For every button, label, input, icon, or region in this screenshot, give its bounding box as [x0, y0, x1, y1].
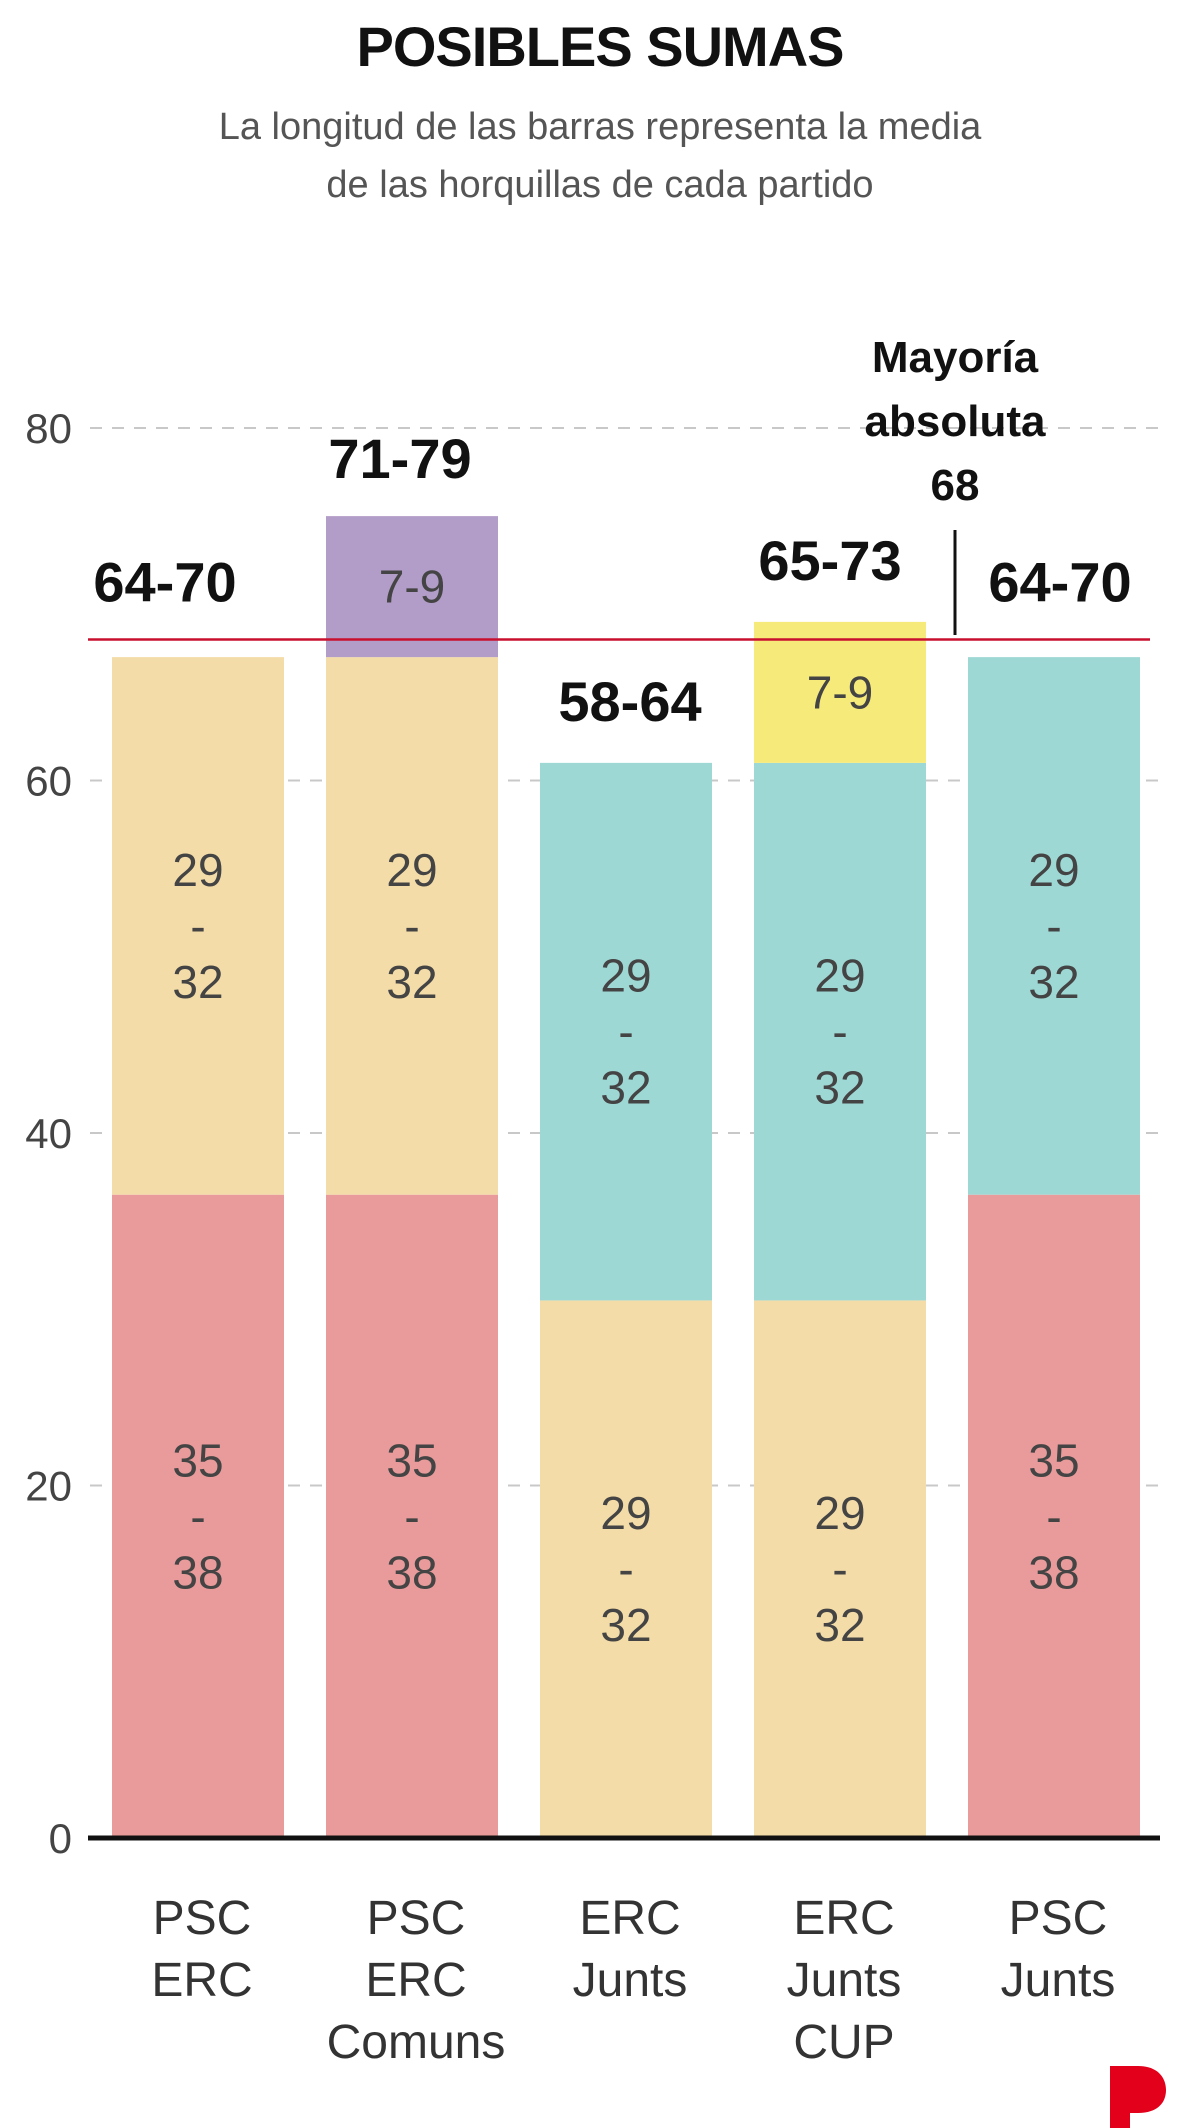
subtitle-line-2: de las horquillas de cada partido	[326, 164, 874, 206]
category-label-1: PSC ERC Comuns	[327, 1892, 506, 2069]
category-label-3: ERC Junts CUP	[787, 1892, 902, 2069]
segment-label-1-2: 7-9	[379, 561, 445, 613]
majority-label: Mayoría absoluta 68	[865, 333, 1046, 510]
p-logo-icon	[1110, 2066, 1166, 2128]
total-label-0: 64-70	[93, 551, 236, 614]
y-tick-label-20: 20	[25, 1463, 72, 1510]
bar-segment-3-2	[754, 621, 926, 763]
bar-segment-3-0	[754, 1300, 926, 1838]
bar-segment-4-0	[968, 1194, 1140, 1838]
y-tick-label-0: 0	[49, 1815, 72, 1862]
bar-segment-0-1	[112, 657, 284, 1195]
total-label-1: 71-79	[328, 427, 471, 490]
segment-label-4-1: 29 -32	[1028, 844, 1079, 1008]
total-label-3: 65-73	[758, 529, 901, 592]
segment-label-3-1: 29 -32	[814, 950, 865, 1114]
segment-label-2-0: 29 -32	[600, 1487, 651, 1651]
bar-segment-1-1	[326, 657, 498, 1195]
subtitle-line-1: La longitud de las barras representa la …	[218, 106, 982, 148]
y-tick-label-80: 80	[25, 405, 72, 452]
y-tick-label-60: 60	[25, 758, 72, 805]
segment-label-1-1: 29 -32	[386, 844, 437, 1008]
bars	[112, 516, 1140, 1838]
bar-segment-2-0	[540, 1300, 712, 1838]
total-label-4: 64-70	[988, 551, 1131, 614]
category-label-4: PSC Junts	[1001, 1892, 1116, 2007]
segment-label-2-1: 29 -32	[600, 950, 651, 1114]
bar-segment-4-1	[968, 657, 1140, 1195]
chart-title: POSIBLES SUMAS	[356, 15, 845, 78]
total-label-2: 58-64	[558, 670, 701, 733]
bar-segment-1-2	[326, 516, 498, 658]
category-label-0: PSC ERC	[151, 1892, 252, 2007]
segment-label-3-2: 7-9	[807, 666, 873, 718]
segment-label-3-0: 29 -32	[814, 1487, 865, 1651]
labels: 35 -38 29 -32 PSC ERC 35 -38 29 -32 7-9 PSC ERC Comun…	[93, 333, 1131, 2069]
segment-label-1-0: 35 -38	[386, 1434, 437, 1598]
segment-label-0-1: 29 -32	[172, 844, 223, 1008]
bar-segment-2-1	[540, 762, 712, 1301]
segment-label-0-0: 35 -38	[172, 1434, 223, 1598]
category-label-2: ERC Junts	[573, 1892, 688, 2007]
bar-segment-3-1	[754, 762, 926, 1301]
y-tick-label-40: 40	[25, 1110, 72, 1157]
bar-segment-1-0	[326, 1194, 498, 1838]
bar-segment-0-0	[112, 1194, 284, 1838]
segment-label-4-0: 35 -38	[1028, 1434, 1079, 1598]
axes: 0 20 40 60 80	[25, 405, 1160, 1862]
chart-subtitle: La longitud de las barras representa la …	[0, 98, 1200, 214]
